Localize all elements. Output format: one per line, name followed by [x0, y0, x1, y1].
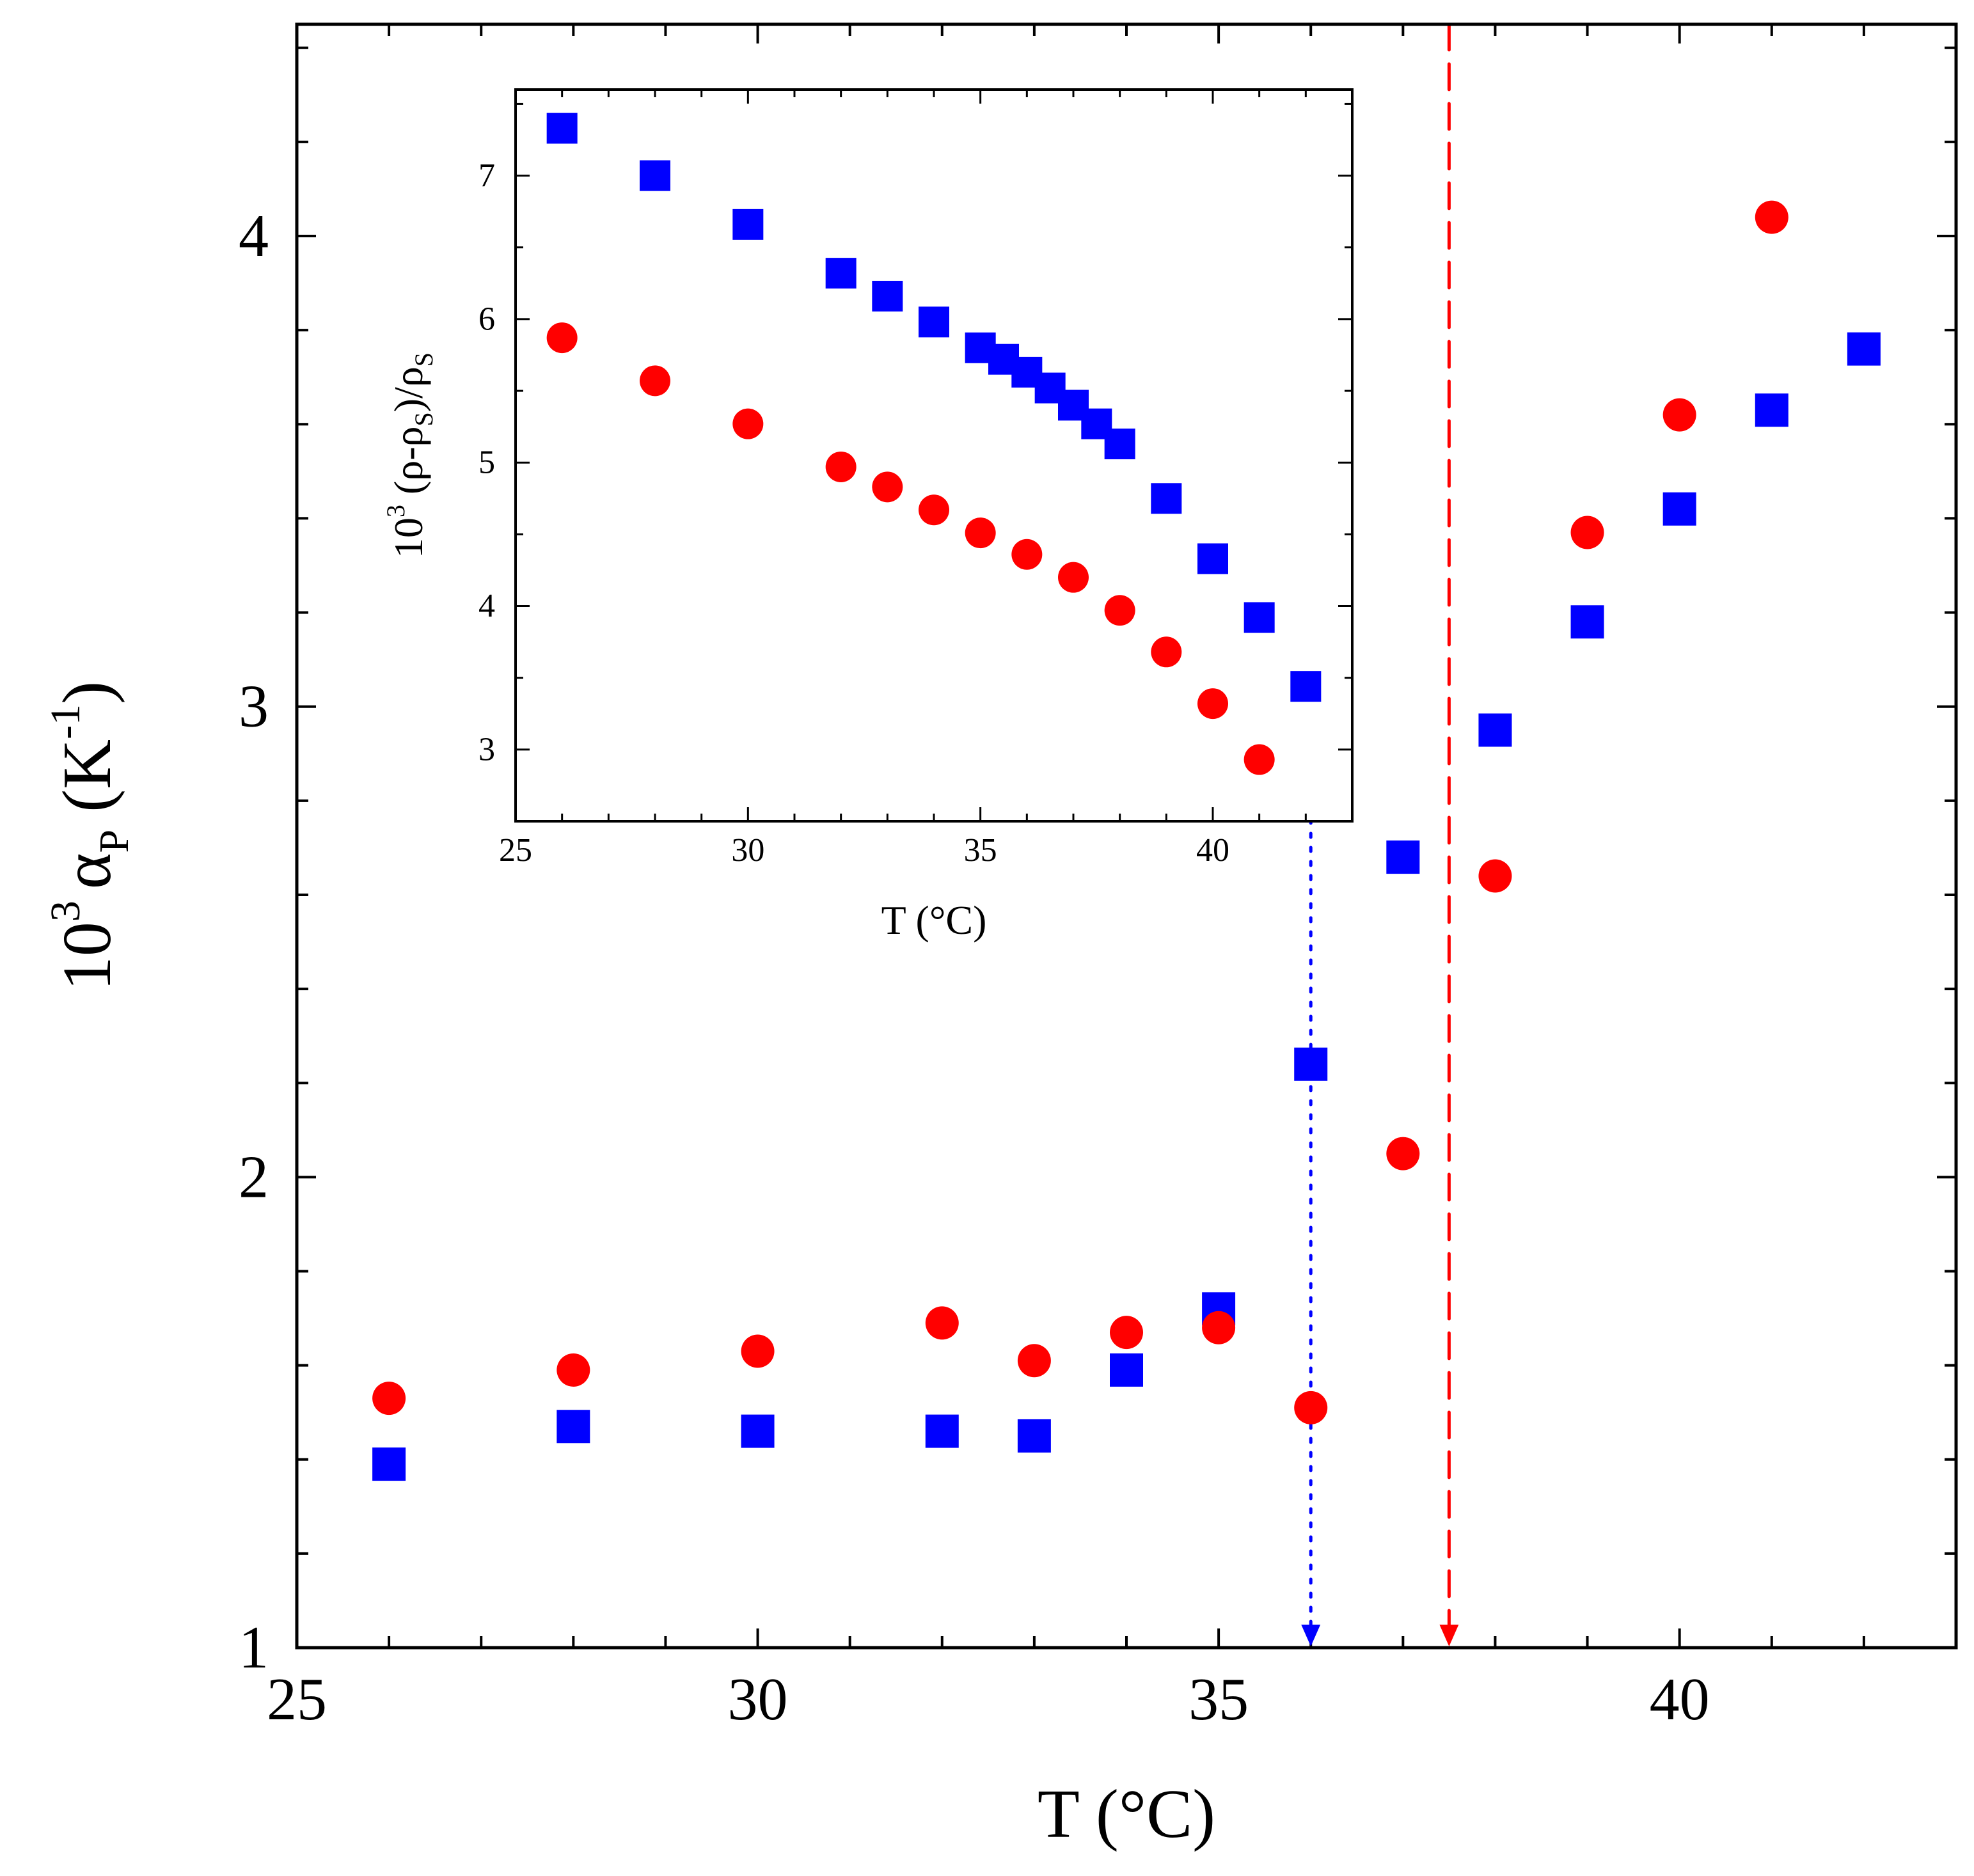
inset-square-point: [1197, 543, 1228, 574]
inset-square-point: [872, 281, 903, 312]
inset-points: [546, 113, 1322, 775]
inset-x-tick-label: 30: [731, 832, 764, 869]
inset-circle-point: [919, 494, 949, 526]
main-y-tick-label: 4: [239, 203, 269, 269]
main-points: [372, 200, 1881, 1481]
inset-circle-point: [1197, 688, 1228, 720]
main-ylabel-unit-close: ): [49, 681, 125, 704]
main-x-axis-title: T (°C): [1038, 1776, 1215, 1852]
inset-circle-point: [1151, 636, 1182, 668]
inset-ylabel-mid: )/ρ: [386, 367, 431, 412]
main-circle-point: [372, 1382, 406, 1415]
main-square-point: [1478, 713, 1512, 747]
main-ylabel-unit-exp: -1: [42, 704, 89, 739]
main-circle-point: [1294, 1391, 1328, 1424]
inset-ylabel-open: (ρ-ρ: [386, 427, 431, 505]
main-ylabel-exp: 3: [42, 901, 89, 922]
inset-square-point: [919, 306, 949, 338]
main-ylabel-symbol: α: [49, 853, 125, 890]
inset-tick-labels: 25 30 35 40 3 4 5 6 7: [478, 157, 1229, 869]
main-square-point: [557, 1410, 590, 1444]
inset-square-point: [732, 209, 764, 240]
inset-circle-point: [1244, 744, 1275, 775]
main-square-point: [1662, 492, 1696, 526]
main-square-point: [925, 1414, 959, 1448]
inset-circle-point: [825, 451, 857, 482]
main-square-point: [1755, 393, 1788, 427]
main-square-point: [1110, 1353, 1143, 1387]
main-plot-frame: [295, 22, 1958, 1650]
inset-ylabel-base: 10: [386, 517, 431, 558]
annotation-dashed-arrowhead: [1439, 1625, 1459, 1646]
main-square-point: [372, 1447, 406, 1481]
inset-x-tick-label: 35: [964, 832, 997, 869]
main-square-point: [1386, 840, 1420, 874]
main-y-axis-title: 103 αP (K-1): [42, 681, 138, 991]
main-ylabel-unit-open: (K: [49, 739, 125, 830]
inset-circle-point: [732, 408, 764, 439]
inset-square-point: [1104, 429, 1135, 460]
main-circle-point: [925, 1306, 959, 1340]
main-circle-point: [1570, 516, 1604, 549]
inset-y-tick-label: 4: [478, 588, 495, 624]
inset-y-tick-label: 5: [478, 445, 495, 481]
inset-circle-point: [872, 471, 903, 503]
main-square-point: [1017, 1419, 1051, 1453]
inset-y-axis-title: 103 (ρ-ρS)/ρS: [381, 352, 438, 558]
main-y-tick-label: 3: [239, 674, 269, 740]
main-x-tick-label: 35: [1188, 1666, 1249, 1733]
inset-y-tick-label: 6: [478, 301, 495, 337]
inset-y-tick-label: 3: [478, 731, 495, 768]
main-circle-point: [1478, 859, 1512, 893]
main-circle-point: [557, 1353, 590, 1387]
main-square-point: [1847, 332, 1881, 366]
inset-ylabel-sub1: S: [409, 412, 438, 426]
inset-background: [516, 90, 1352, 821]
annotation-dotted-arrowhead: [1301, 1625, 1321, 1646]
inset-circle-point: [1011, 539, 1043, 570]
main-circle-point: [741, 1334, 775, 1368]
inset-x-axis-title: T (°C): [881, 897, 987, 943]
main-x-tick-label: 40: [1650, 1666, 1710, 1733]
main-ylabel-sub: P: [91, 830, 138, 853]
inset-y-tick-label: 7: [478, 157, 495, 194]
main-square-point: [1570, 605, 1604, 639]
inset-circle-point: [965, 517, 996, 549]
inset-square-point: [1290, 671, 1322, 702]
main-ylabel-base: 10: [49, 922, 125, 991]
main-circle-point: [1017, 1344, 1051, 1378]
main-y-tick-label: 2: [239, 1144, 269, 1210]
inset-x-tick-label: 25: [499, 832, 532, 869]
inset-square-point: [640, 160, 670, 191]
inset-square-point: [1244, 602, 1275, 633]
main-circle-point: [1202, 1311, 1236, 1344]
main-annotations: [1301, 22, 1459, 1646]
main-y-tick-label: 1: [239, 1614, 269, 1681]
inset-circle-point: [640, 365, 670, 397]
main-circle-point: [1110, 1316, 1143, 1350]
main-circle-point: [1755, 200, 1788, 234]
main-circle-point: [1662, 398, 1696, 432]
inset-ylabel-exp: 3: [381, 505, 410, 517]
inset-circle-point: [546, 322, 578, 354]
main-square-point: [1294, 1047, 1328, 1081]
main-square-point: [741, 1414, 775, 1448]
main-circle-point: [1386, 1137, 1420, 1171]
main-x-tick-label: 25: [267, 1666, 327, 1733]
main-x-tick-label: 30: [728, 1666, 788, 1733]
inset-plot-frame: [514, 88, 1354, 823]
inset-x-tick-label: 40: [1196, 832, 1229, 869]
inset-ylabel-sub2: S: [409, 352, 438, 367]
inset-square-point: [1151, 483, 1182, 514]
inset-circle-point: [1104, 595, 1135, 626]
inset-circle-point: [1058, 562, 1089, 593]
inset-square-point: [546, 113, 578, 144]
inset-square-point: [825, 258, 857, 289]
